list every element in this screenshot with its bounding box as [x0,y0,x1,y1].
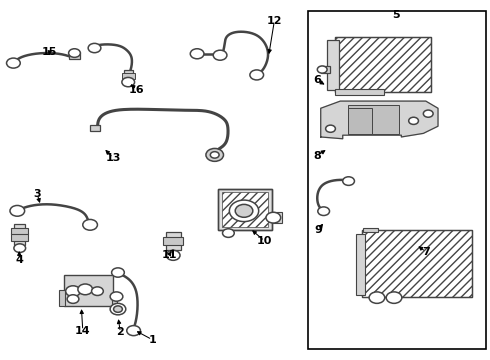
Text: 5: 5 [392,10,400,20]
Text: 10: 10 [257,236,272,246]
Circle shape [67,295,79,303]
Circle shape [122,77,135,87]
Circle shape [166,250,180,260]
Text: 7: 7 [422,247,430,257]
Bar [112,294,117,306]
Bar [362,230,472,297]
Bar [69,52,80,59]
Bar [218,189,272,230]
Circle shape [127,325,141,336]
Circle shape [6,58,20,68]
Bar [327,40,339,90]
Bar [335,37,431,92]
Circle shape [88,43,101,53]
Circle shape [318,207,330,216]
Circle shape [369,292,385,303]
Bar [363,228,378,232]
Text: 4: 4 [15,255,23,265]
Bar [14,225,25,245]
Circle shape [423,110,433,117]
Text: 2: 2 [117,327,124,337]
Bar [218,189,272,230]
Text: 1: 1 [148,334,156,345]
Text: 9: 9 [315,225,322,235]
Circle shape [409,117,418,125]
Circle shape [266,212,281,223]
Circle shape [206,148,223,161]
Polygon shape [321,101,438,139]
Circle shape [78,284,93,295]
Circle shape [250,70,264,80]
Circle shape [14,244,25,252]
Bar [122,73,135,78]
Bar [356,234,365,295]
Circle shape [92,287,103,296]
Polygon shape [347,108,372,134]
Bar [163,237,183,244]
Circle shape [386,292,402,303]
Circle shape [66,286,80,297]
Circle shape [83,220,98,230]
Text: 11: 11 [162,249,177,260]
Circle shape [110,303,126,315]
Bar [166,232,180,250]
Text: 13: 13 [105,153,121,163]
Circle shape [326,125,335,132]
Text: 6: 6 [314,75,321,85]
Bar [222,192,268,227]
Bar [124,69,133,80]
Circle shape [110,292,123,301]
Circle shape [69,49,80,57]
Text: 14: 14 [75,325,91,336]
Bar [272,212,282,223]
Bar [347,105,399,134]
Bar [321,66,330,73]
Bar [59,290,65,306]
Circle shape [318,66,327,73]
Text: 3: 3 [33,189,41,199]
Circle shape [343,177,354,185]
Bar [308,12,486,348]
Bar [11,228,28,234]
Circle shape [213,50,227,60]
Circle shape [222,229,234,237]
Circle shape [235,204,253,217]
Circle shape [210,152,219,158]
Text: 12: 12 [267,16,282,26]
Text: 16: 16 [129,85,145,95]
Bar [362,230,472,297]
Circle shape [10,206,24,216]
Bar [335,89,384,95]
Circle shape [229,200,259,222]
Bar [11,233,28,241]
Bar [64,275,113,306]
Bar [90,125,100,131]
Circle shape [190,49,204,59]
Circle shape [112,268,124,277]
Text: 8: 8 [314,150,321,161]
Text: 15: 15 [42,46,57,57]
Circle shape [114,306,122,312]
Bar [335,37,431,92]
